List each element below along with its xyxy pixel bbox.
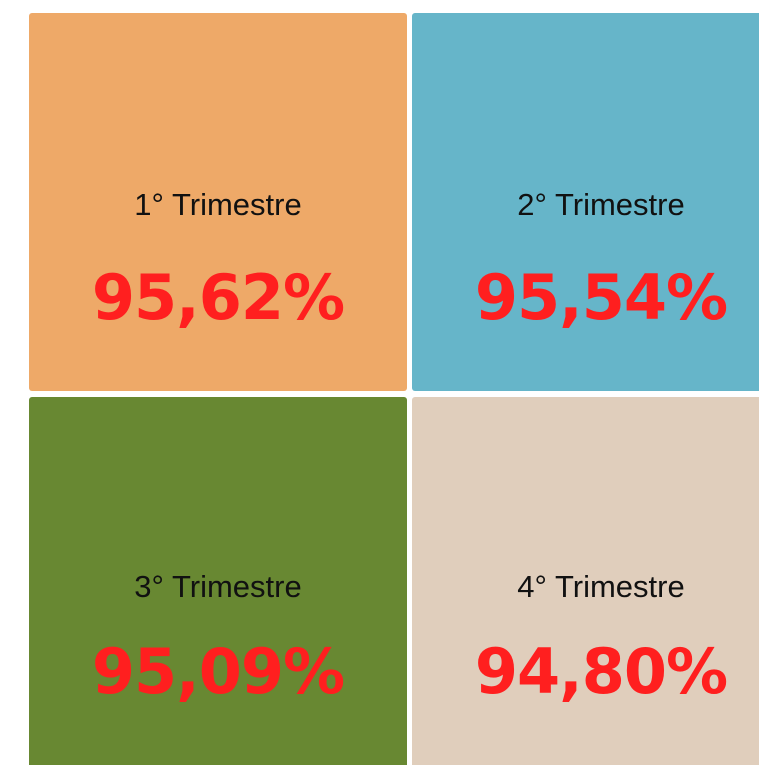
tile-label: 3° Trimestre [134, 569, 302, 604]
tile-label: 2° Trimestre [517, 187, 685, 222]
tile-value: 95,09% [91, 635, 345, 708]
tile-label: 4° Trimestre [517, 569, 685, 604]
tile-value: 95,54% [474, 261, 728, 334]
tile: 1° Trimestre 95,62% [29, 13, 407, 391]
tile: 4° Trimestre 94,80% [412, 397, 759, 765]
tile-value: 94,80% [474, 635, 728, 708]
tile-label: 1° Trimestre [134, 187, 302, 222]
tile-value: 95,62% [91, 261, 345, 334]
tile: 3° Trimestre 95,09% [29, 397, 407, 765]
tile: 2° Trimestre 95,54% [412, 13, 759, 391]
